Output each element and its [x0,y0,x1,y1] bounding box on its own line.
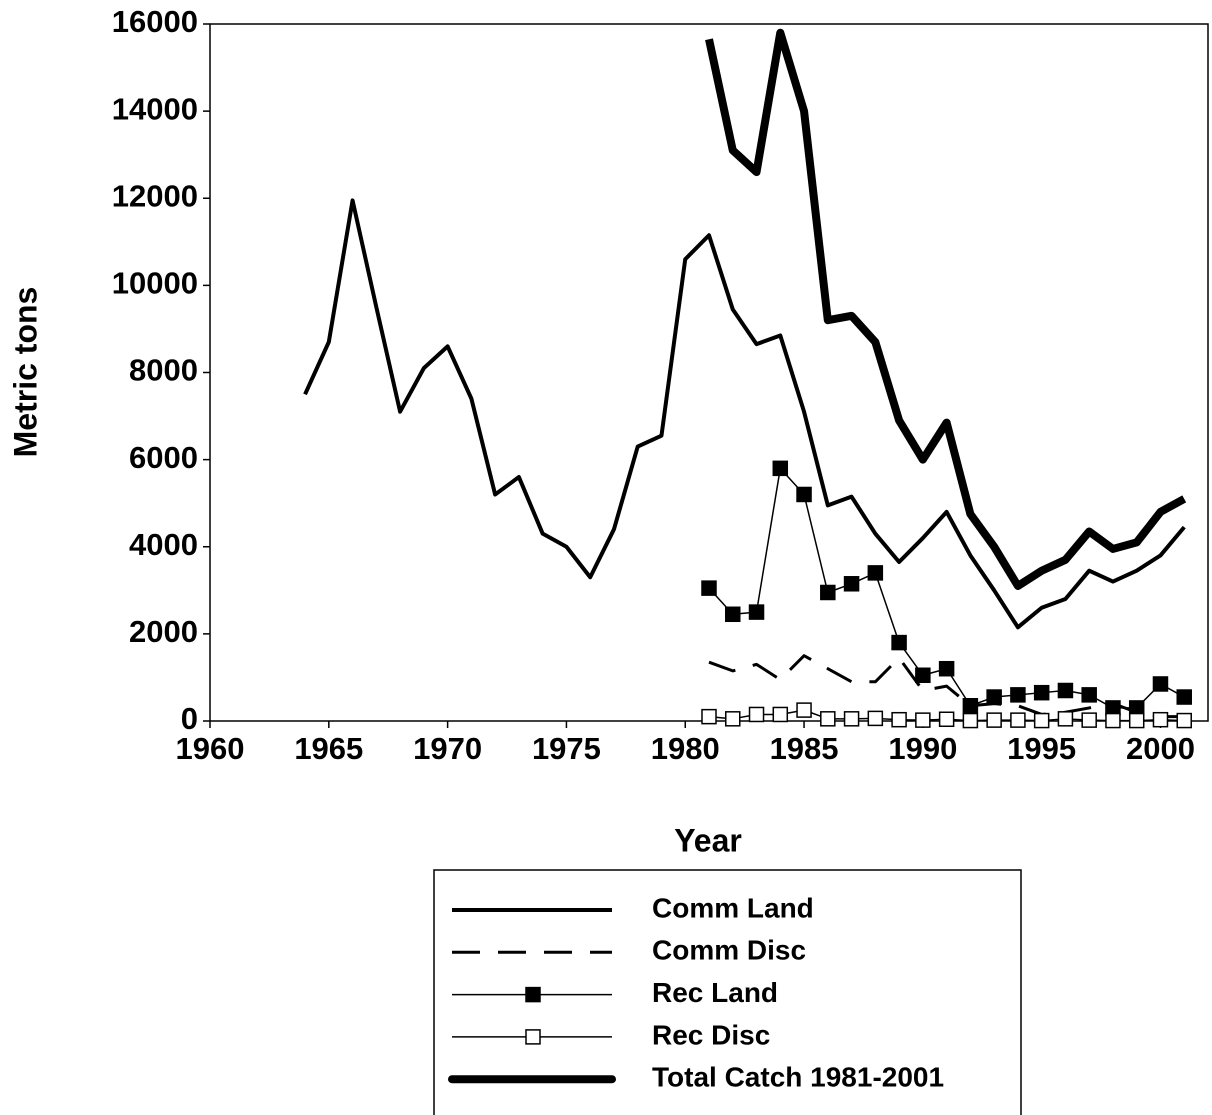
y-tick-label: 2000 [129,614,198,649]
legend-label: Total Catch 1981-2001 [652,1062,944,1093]
marker [915,667,931,684]
y-tick-label: 0 [181,701,198,736]
legend-label: Rec Land [652,977,778,1008]
marker [867,710,884,727]
marker [748,706,765,723]
marker [748,604,765,620]
marker [820,584,836,601]
marker [1033,712,1050,729]
legend-label: Comm Disc [652,935,806,966]
marker [986,712,1002,728]
marker [1010,687,1026,703]
series-line [708,654,1185,719]
marker [962,712,979,729]
marker [986,689,1002,705]
marker [938,711,955,728]
legend-label: Rec Disc [652,1019,770,1050]
marker [525,1029,541,1045]
x-tick-label: 1985 [770,731,839,766]
marker [1176,689,1192,705]
marker [1057,711,1074,727]
marker [962,698,979,714]
marker [1105,712,1121,729]
legend-label: Comm Land [652,892,814,923]
marker [701,708,717,725]
marker [1057,682,1074,699]
y-tick-label: 14000 [112,91,198,126]
x-tick-label: 2000 [1126,731,1195,766]
series-line [705,28,1187,590]
y-tick-label: 4000 [129,527,198,562]
y-tick-label: 12000 [112,178,198,213]
marker [525,986,541,1003]
marker [796,702,812,718]
marker [701,580,717,596]
marker [1176,712,1192,729]
marker [1081,687,1097,703]
marker [891,711,907,728]
marker [891,634,907,651]
x-tick-label: 1965 [294,731,363,766]
y-tick-label: 6000 [129,440,198,475]
marker [1081,712,1097,728]
marker [1033,684,1050,701]
marker [867,565,884,581]
x-tick-label: 1960 [176,731,245,766]
y-tick-label: 16000 [112,4,198,39]
plot-frame [209,23,1209,722]
marker [938,660,955,677]
marker [796,486,812,503]
marker [1010,712,1026,728]
x-tick-label: 1980 [651,731,720,766]
marker [915,712,931,728]
y-tick-label: 10000 [112,266,198,301]
marker [772,706,789,723]
marker [772,460,789,477]
x-tick-label: 1970 [413,731,482,766]
marker [820,711,836,727]
y-tick-label: 8000 [129,353,198,388]
x-tick-label: 1990 [888,731,957,766]
series-line [303,198,1186,630]
marker [725,606,741,623]
marker [843,711,860,727]
x-tick-label: 1975 [532,731,601,766]
marker [725,711,741,727]
marker [1152,711,1169,728]
marker [1128,712,1145,729]
x-axis-title: Year [674,822,742,858]
marker [1152,676,1169,692]
marker [843,576,860,592]
y-axis-title: Metric tons [7,287,43,458]
x-tick-label: 1995 [1007,731,1076,766]
